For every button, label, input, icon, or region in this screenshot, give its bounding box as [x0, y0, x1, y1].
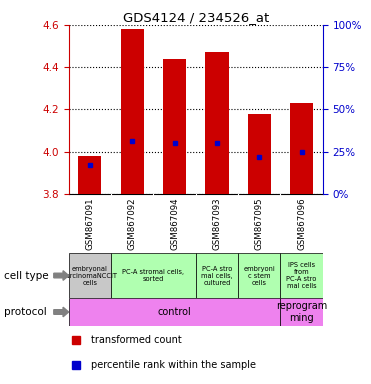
Bar	[121, 29, 144, 194]
Bar	[290, 103, 313, 194]
Text: protocol: protocol	[4, 307, 46, 317]
Text: reprogram
ming: reprogram ming	[276, 301, 327, 323]
Text: GSM867093: GSM867093	[212, 197, 221, 250]
Bar	[69, 253, 111, 298]
Text: cell type: cell type	[4, 270, 48, 281]
Text: GSM867094: GSM867094	[170, 197, 179, 250]
Title: GDS4124 / 234526_at: GDS4124 / 234526_at	[122, 11, 269, 24]
Text: PC-A stro
mal cells,
cultured: PC-A stro mal cells, cultured	[201, 265, 233, 286]
Bar	[78, 156, 101, 194]
Bar	[163, 59, 186, 194]
Text: embryonal
carcinomaNCCIT
cells: embryonal carcinomaNCCIT cells	[62, 265, 117, 286]
Text: GSM867096: GSM867096	[297, 197, 306, 250]
Text: PC-A stromal cells,
sorted: PC-A stromal cells, sorted	[122, 269, 184, 282]
Text: transformed count: transformed count	[91, 335, 182, 345]
Text: IPS cells
from
PC-A stro
mal cells: IPS cells from PC-A stro mal cells	[286, 262, 317, 289]
Bar	[69, 298, 280, 326]
Text: GSM867091: GSM867091	[85, 197, 94, 250]
Bar	[247, 114, 271, 194]
Bar	[238, 253, 280, 298]
Text: percentile rank within the sample: percentile rank within the sample	[91, 360, 256, 370]
Text: GSM867095: GSM867095	[255, 197, 264, 250]
Bar	[205, 52, 229, 194]
Bar	[111, 253, 196, 298]
Text: GSM867092: GSM867092	[128, 197, 137, 250]
Bar	[280, 253, 323, 298]
Text: control: control	[158, 307, 191, 317]
Text: embryoni
c stem
cells: embryoni c stem cells	[243, 265, 275, 286]
Bar	[280, 298, 323, 326]
Bar	[196, 253, 238, 298]
